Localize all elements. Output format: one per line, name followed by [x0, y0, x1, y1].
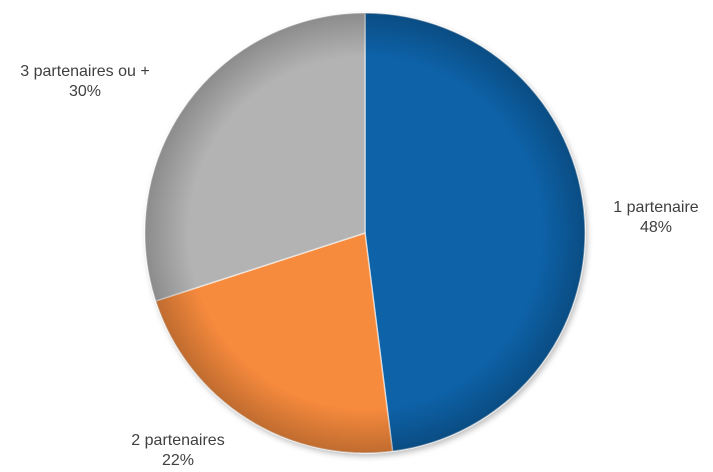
slice-labels: 1 partenaire 48% 2 partenaires 22% 3 partena… [20, 63, 699, 469]
slice-category-label: 2 partenaires [131, 432, 224, 449]
slice-category-label: 1 partenaire [613, 199, 698, 216]
slice-label-1: 1 partenaire 48% [613, 199, 698, 236]
slice-label-3: 3 partenaires ou + 30% [20, 63, 149, 100]
slice-value-label: 48% [640, 219, 672, 236]
slice-value-label: 22% [162, 452, 194, 469]
pie-slice-1 [364, 12, 586, 453]
slice-label-2: 2 partenaires 22% [131, 432, 224, 469]
slice-category-label: 3 partenaires ou + [20, 63, 149, 80]
pie-slices [144, 12, 586, 454]
slice-value-label: 30% [69, 83, 101, 100]
